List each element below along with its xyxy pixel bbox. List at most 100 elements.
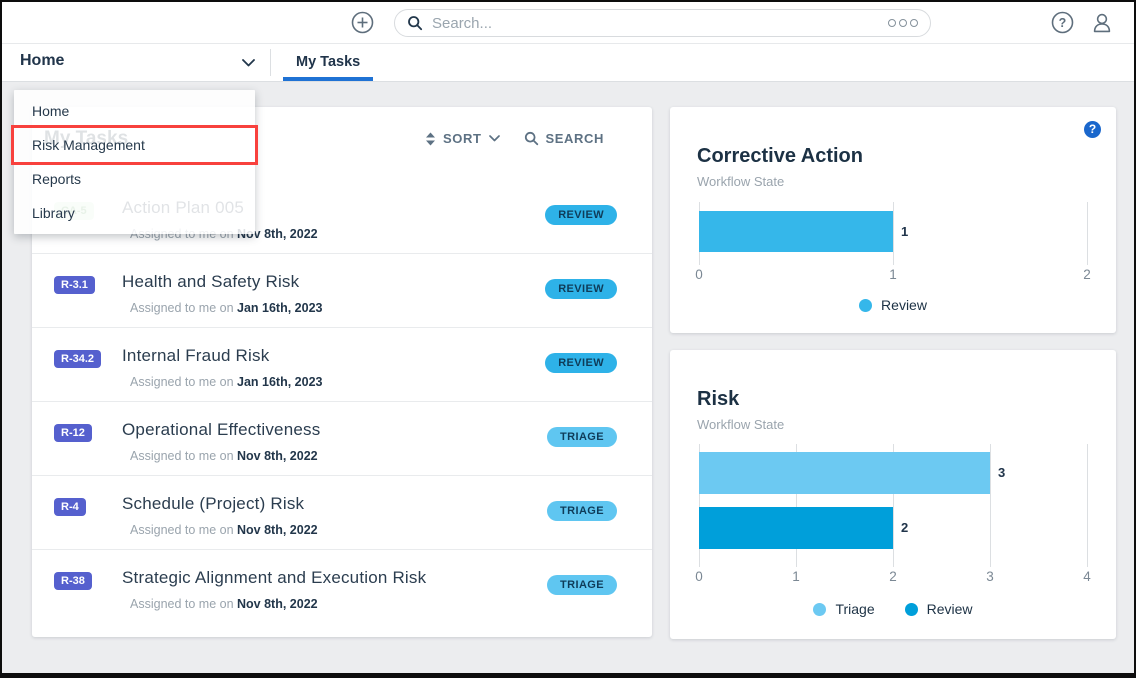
x-tick-label: 2 [1083,267,1091,282]
bar-review[interactable] [699,507,893,549]
search-input[interactable] [423,14,888,32]
chart-legend: Review [670,297,1116,313]
tab-label: My Tasks [296,54,361,70]
dot-icon [910,19,918,27]
x-tick-label: 2 [889,569,897,584]
task-row-r-34-2[interactable]: R-34.2 Internal Fraud Risk Assigned to me … [32,328,652,402]
assigned-date: Nov 8th, 2022 [237,449,318,463]
x-axis: 0 1 2 [695,267,1091,283]
menu-item-risk-management[interactable]: Risk Management [11,125,258,165]
task-assigned-text: Assigned to me on Jan 16th, 2023 [130,375,323,389]
bar-review[interactable] [699,211,893,252]
x-tick-label: 4 [1083,569,1091,584]
assigned-date: Jan 16th, 2023 [237,301,323,315]
status-badge-review: REVIEW [545,279,617,299]
task-title: Strategic Alignment and Execution Risk [122,568,427,587]
task-row-r-12[interactable]: R-12 Operational Effectiveness Assigned to… [32,402,652,476]
search-label: SEARCH [545,131,604,146]
nav-bar: Home My Tasks [2,44,1134,82]
task-row-r-4[interactable]: R-4 Schedule (Project) Risk Assigned to me… [32,476,652,550]
gridline [1087,444,1088,567]
sort-arrows-icon [425,132,436,146]
status-badge-review: REVIEW [545,205,617,225]
task-ref-badge: R-4 [54,498,86,516]
task-ref-badge: R-12 [54,424,92,442]
legend-item-review: Review [904,601,973,617]
bar-triage[interactable] [699,452,990,494]
task-title: Operational Effectiveness [122,420,321,439]
chart-plot-area: 1 [699,202,1088,265]
nav-dropdown: Home Risk Management Reports Library [11,90,258,234]
dot-icon [888,19,896,27]
x-axis: 0 1 2 3 4 [695,569,1091,585]
gridline [1087,202,1088,265]
svg-text:?: ? [1059,16,1067,30]
person-icon [1090,11,1114,35]
x-tick-label: 0 [695,267,703,282]
x-tick-label: 1 [792,569,800,584]
account-button[interactable] [1090,11,1114,35]
plus-circle-icon [351,11,374,34]
search-options-button[interactable] [888,19,918,27]
legend-dot [904,602,918,616]
corrective-action-chart-card: ? Corrective Action Workflow State 1 0 1 2… [670,107,1116,333]
task-title: Schedule (Project) Risk [122,494,305,513]
legend-dot [813,602,827,616]
legend-dot [859,298,873,312]
legend-label: Review [926,601,973,617]
legend-item-triage: Triage [813,601,875,617]
assigned-date: Nov 8th, 2022 [237,597,318,611]
status-badge-review: REVIEW [545,353,617,373]
status-badge-triage: TRIAGE [547,575,617,595]
menu-item-reports[interactable]: Reports [32,171,82,187]
gridline [796,444,797,567]
task-assigned-text: Assigned to me on Nov 8th, 2022 [130,449,318,463]
task-assigned-text: Assigned to me on Nov 8th, 2022 [130,523,318,537]
legend-label: Triage [835,601,875,617]
task-assigned-text: Assigned to me on Jan 16th, 2023 [130,301,323,315]
risk-chart-card: Risk Workflow State 3 2 0 1 2 3 4 Triage Revie… [670,350,1116,639]
legend-item-review: Review [859,297,927,313]
top-bar: ? [2,2,1134,44]
task-row-r-3-1[interactable]: R-3.1 Health and Safety Risk Assigned to m… [32,254,652,328]
gridline [990,444,991,567]
chevron-down-icon [242,59,255,67]
task-ref-badge: R-38 [54,572,92,590]
task-list: CA-5Action Plan 005Assigned to me on Nov… [32,180,652,623]
tab-my-tasks[interactable]: My Tasks [283,44,374,81]
status-badge-triage: TRIAGE [547,501,617,521]
task-title: Internal Fraud Risk [122,346,270,365]
gridline [893,202,894,265]
x-tick-label: 0 [695,569,703,584]
task-row-r-38[interactable]: R-38 Strategic Alignment and Execution Ri… [32,550,652,623]
app-switcher-label: Home [20,52,65,69]
question-circle-icon: ? [1051,11,1074,34]
gridline [699,444,700,567]
search-tasks-button[interactable]: SEARCH [524,131,605,146]
x-tick-label: 3 [986,569,994,584]
legend-label: Review [881,297,927,313]
menu-item-library[interactable]: Library [32,205,75,221]
magnifier-icon [407,15,423,31]
create-button[interactable] [351,11,374,34]
bar-value-label: 1 [901,223,909,239]
global-search-bar[interactable] [394,9,931,37]
dot-icon [899,19,907,27]
chart-legend: Triage Review [670,601,1116,617]
assigned-date: Jan 16th, 2023 [237,375,323,389]
gridline [893,444,894,567]
magnifier-icon [524,131,539,146]
chart-title: Risk [697,388,740,410]
chart-title: Corrective Action [697,145,863,167]
menu-item-home[interactable]: Home [32,103,70,119]
tasks-toolbar: SORT SEARCH [425,131,604,146]
help-icon[interactable]: ? [1084,121,1101,138]
sort-button[interactable]: SORT [425,131,500,146]
app-switcher-dropdown[interactable]: Home [2,44,270,81]
bar-value-label: 3 [998,465,1006,480]
active-tab-indicator [283,77,374,81]
help-button[interactable]: ? [1051,11,1074,34]
chart-subtitle: Workflow State [697,417,785,432]
assigned-date: Nov 8th, 2022 [237,227,318,241]
